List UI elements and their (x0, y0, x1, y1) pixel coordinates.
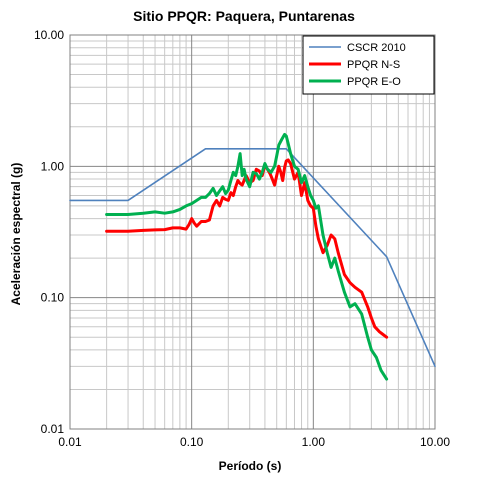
plot-area-frame (69, 34, 436, 430)
series-lines (69, 132, 436, 381)
y-tick-label: 0.10 (41, 291, 65, 305)
x-tick-label: 0.01 (58, 435, 82, 449)
x-tick-label: 0.10 (180, 435, 204, 449)
legend-label: PPQR N-S (347, 59, 400, 71)
x-tick-label: 10.00 (420, 435, 450, 449)
y-axis-title: Aceleración espectral (g) (9, 163, 23, 306)
chart-title: Sitio PPQR: Paquera, Puntarenas (133, 8, 355, 24)
x-axis-tick-labels: 0.01 0.10 1.00 10.00 (58, 435, 450, 449)
y-tick-label: 10.00 (34, 28, 64, 42)
y-tick-label: 0.01 (41, 422, 65, 436)
x-axis-title: Período (s) (219, 459, 282, 473)
series-line-1 (69, 148, 436, 368)
series-line-3 (105, 132, 389, 381)
y-axis-tick-labels: 10.00 1.00 0.10 0.01 (34, 28, 64, 436)
legend-label: PPQR E-O (347, 76, 401, 88)
chart-legend: CSCR 2010 PPQR N-S PPQR E-O (302, 35, 435, 95)
x-tick-label: 1.00 (302, 435, 326, 449)
legend-label: CSCR 2010 (347, 42, 406, 54)
y-tick-label: 1.00 (41, 159, 65, 173)
